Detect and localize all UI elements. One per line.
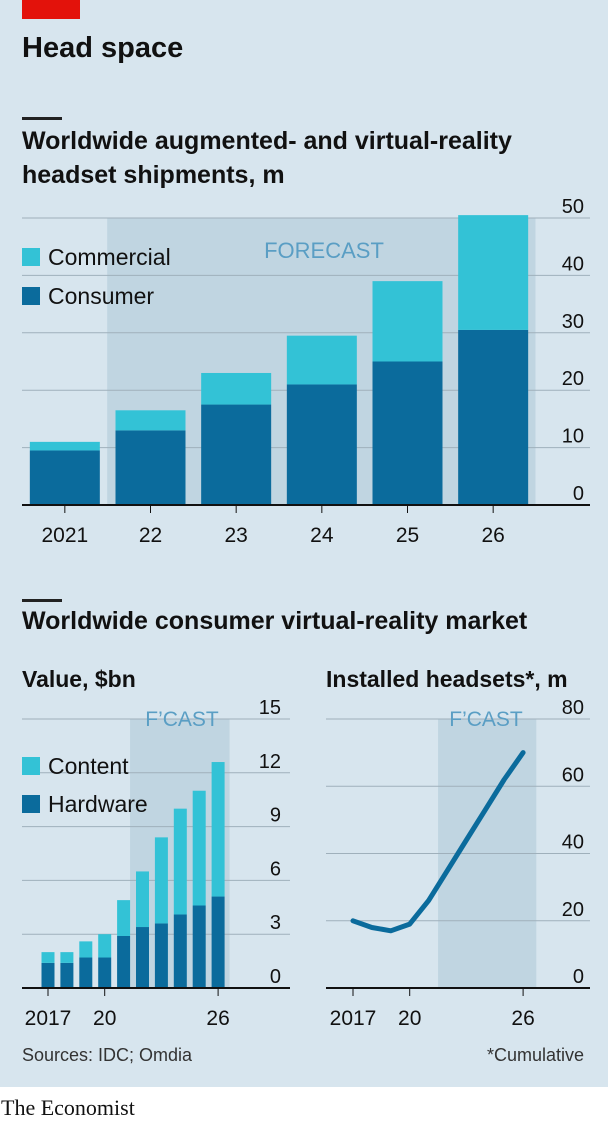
bar-commercial: [286, 335, 357, 385]
x-tick-label: 20: [93, 1007, 116, 1030]
x-tick-label: 23: [224, 524, 247, 547]
y-tick-label: 80: [562, 697, 584, 719]
bar-commercial: [458, 215, 529, 330]
y-tick-label: 40: [562, 832, 584, 854]
bar-commercial: [201, 372, 272, 405]
value-chart-subtitle: Value, $bn: [22, 666, 136, 692]
brand-red-tag: [22, 0, 80, 19]
x-tick-label: 2021: [41, 524, 88, 547]
bar-hardware: [79, 957, 93, 988]
bar-content: [79, 941, 93, 958]
chart1-title-line-1: Worldwide augmented- and virtual-reality: [22, 127, 512, 155]
y-tick-label: 30: [562, 311, 584, 333]
legend-label: Content: [48, 753, 129, 779]
bar-consumer: [201, 404, 272, 505]
bar-content: [60, 952, 74, 963]
y-tick-label: 3: [270, 912, 281, 934]
bar-hardware: [211, 896, 225, 988]
source-note: Sources: IDC; Omdia: [22, 1045, 193, 1065]
legend-swatch: [22, 248, 40, 266]
y-tick-label: 20: [562, 899, 584, 921]
x-tick-label: 22: [139, 524, 162, 547]
bar-hardware: [173, 914, 187, 988]
bar-content: [154, 837, 168, 924]
legend-label: Hardware: [48, 791, 148, 817]
y-tick-label: 50: [562, 196, 584, 218]
y-tick-label: 6: [270, 858, 281, 880]
bar-content: [211, 762, 225, 897]
y-tick-label: 0: [270, 966, 281, 988]
legend-swatch: [22, 287, 40, 305]
x-tick-label: 24: [310, 524, 334, 547]
footnote: *Cumulative: [486, 1045, 584, 1065]
x-tick-label: 2017: [330, 1007, 377, 1030]
bar-content: [136, 871, 149, 928]
y-tick-label: 0: [573, 483, 584, 505]
bar-hardware: [41, 962, 55, 988]
x-tick-label: 25: [396, 524, 419, 547]
chart1-title-line-2: headset shipments, m: [22, 161, 285, 189]
bar-hardware: [98, 957, 112, 988]
forecast-label: F’CAST: [145, 708, 219, 731]
x-tick-label: 26: [206, 1007, 229, 1030]
bar-content: [98, 934, 112, 958]
chart1-title-rule: [22, 117, 62, 120]
forecast-label: F’CAST: [449, 708, 523, 731]
bar-consumer: [286, 384, 357, 505]
legend-label: Consumer: [48, 283, 154, 309]
legend-swatch: [22, 757, 40, 775]
bar-hardware: [117, 935, 131, 988]
y-tick-label: 20: [562, 368, 584, 390]
installed-headsets-line: [350, 750, 526, 934]
x-tick-label: 26: [511, 1007, 534, 1030]
installed-chart-title: Installed headsets*, m: [326, 666, 568, 692]
y-tick-label: 9: [270, 805, 281, 827]
chart1-title: Worldwide augmented- and virtual-reality…: [22, 124, 512, 192]
bar-content: [117, 900, 131, 936]
bar-content: [41, 952, 55, 963]
y-tick-label: 60: [562, 764, 584, 786]
bar-commercial: [372, 281, 443, 362]
y-tick-label: 0: [573, 966, 584, 988]
bar-content: [192, 790, 206, 906]
bar-consumer: [115, 430, 186, 505]
bar-hardware: [192, 905, 206, 988]
y-tick-label: 10: [562, 426, 584, 448]
chart2-title: Worldwide consumer virtual-reality marke…: [22, 607, 528, 635]
bar-consumer: [372, 361, 443, 505]
brand-wordmark: The Economist: [1, 1095, 135, 1120]
bar-commercial: [29, 441, 100, 451]
y-tick-label: 40: [562, 253, 584, 275]
headline: Head space: [22, 32, 184, 64]
x-tick-label: 26: [481, 524, 504, 547]
y-tick-label: 12: [259, 751, 281, 773]
x-tick-label: 20: [398, 1007, 421, 1030]
bar-consumer: [29, 450, 100, 505]
bar-hardware: [154, 923, 168, 988]
forecast-label: FORECAST: [264, 238, 384, 263]
bar-hardware: [136, 927, 149, 988]
bar-content: [173, 808, 187, 915]
y-tick-label: 15: [259, 697, 281, 719]
bar-consumer: [458, 329, 529, 505]
legend-label: Commercial: [48, 244, 171, 270]
bar-commercial: [115, 410, 186, 431]
chart2-title-rule: [22, 599, 62, 602]
bar-hardware: [60, 962, 74, 988]
x-tick-label: 2017: [25, 1007, 72, 1030]
legend-swatch: [22, 795, 40, 813]
